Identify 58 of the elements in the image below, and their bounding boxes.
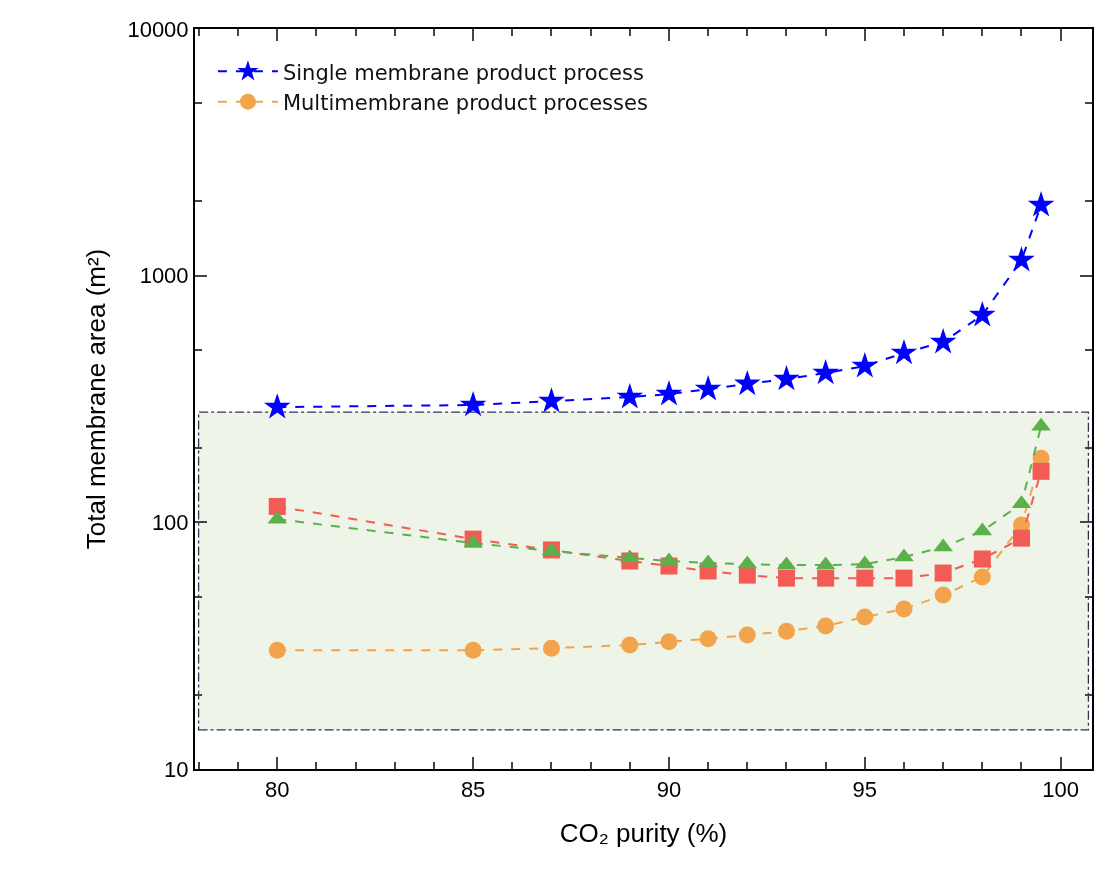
point	[268, 641, 286, 659]
point	[890, 338, 918, 365]
legend-label: Single membrane product process	[282, 60, 644, 85]
point	[856, 608, 874, 626]
x-tick-label: 100	[1042, 777, 1080, 803]
point	[777, 569, 795, 587]
y-tick-label: 1000	[139, 263, 189, 289]
x-axis-title: CO₂ purity (%)	[559, 817, 728, 848]
point	[1027, 191, 1055, 217]
point	[894, 548, 914, 562]
point	[969, 301, 996, 327]
point	[973, 568, 991, 586]
point	[538, 387, 565, 413]
point	[773, 365, 800, 391]
x-tick-label: 80	[265, 777, 290, 803]
point	[459, 391, 487, 417]
point	[616, 383, 644, 409]
point	[851, 352, 879, 378]
point	[699, 630, 717, 648]
point	[933, 538, 953, 552]
point	[542, 639, 560, 657]
y-tick-label: 10	[164, 756, 189, 782]
point	[621, 636, 639, 654]
point	[817, 569, 835, 587]
point	[268, 497, 286, 515]
point	[777, 622, 795, 640]
y-tick-label: 100	[151, 510, 189, 536]
point	[659, 552, 679, 566]
point	[895, 600, 913, 618]
point	[934, 564, 952, 582]
point	[1012, 529, 1030, 547]
point	[1032, 462, 1050, 480]
point	[738, 626, 756, 644]
point	[856, 569, 874, 587]
point	[694, 375, 722, 401]
point	[1031, 417, 1051, 431]
point	[895, 569, 913, 587]
point	[263, 393, 291, 419]
x-tick-label: 85	[460, 777, 486, 803]
point	[929, 328, 957, 354]
y-tick-label: 10000	[127, 16, 189, 42]
point	[733, 369, 761, 396]
point	[934, 586, 952, 604]
y-axis-title: Total membrane area (m²)	[81, 248, 112, 550]
point	[463, 534, 483, 548]
point	[1008, 246, 1035, 272]
point	[698, 554, 718, 568]
point	[660, 633, 678, 651]
point	[973, 550, 991, 568]
point	[812, 359, 839, 385]
legend-label: Multimembrane product processes	[282, 90, 648, 115]
point	[855, 555, 875, 569]
x-tick-label: 90	[656, 777, 682, 803]
point	[817, 617, 835, 635]
point	[464, 641, 482, 659]
point	[738, 566, 756, 584]
point	[655, 380, 683, 406]
x-tick-label: 95	[852, 777, 878, 803]
